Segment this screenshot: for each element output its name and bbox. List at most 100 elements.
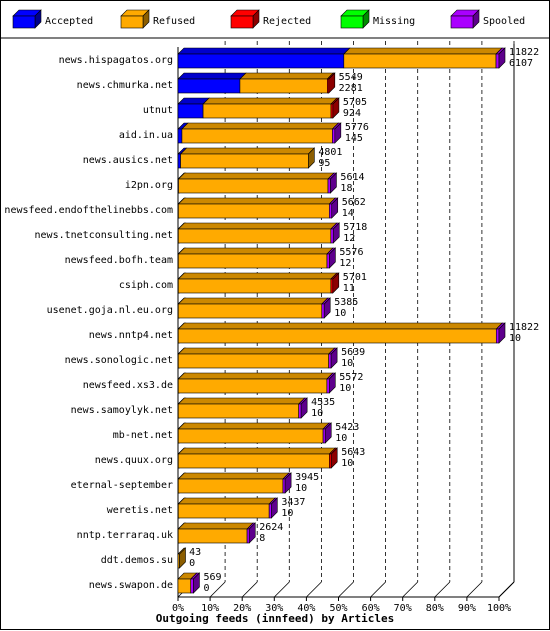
bar-top <box>177 272 338 280</box>
bar-segment-spooled <box>495 328 500 344</box>
accepted-value-label: 12 <box>339 258 351 269</box>
x-tick-label: 10% <box>201 603 219 614</box>
total-value-label: 5614 <box>340 172 364 183</box>
bar-side <box>330 347 338 369</box>
legend-swatch <box>340 15 364 29</box>
bar-segment-accepted <box>177 153 181 169</box>
bar-side <box>498 322 506 344</box>
total-value-label: 3945 <box>295 472 319 483</box>
bar-top <box>177 422 330 430</box>
x-tick-label: 0% <box>172 603 184 614</box>
bar-segment-refused <box>177 453 330 469</box>
bar-side <box>334 122 342 144</box>
total-value-label: 5643 <box>341 447 365 458</box>
bar-top <box>202 97 338 105</box>
category-label: news.samoylyk.net <box>71 405 173 416</box>
bar-side <box>329 247 336 269</box>
x-tick-label: 30% <box>265 603 283 614</box>
category-label: newsfeed.xs3.de <box>83 380 173 391</box>
bar-top <box>177 497 276 505</box>
x-tick-label: 50% <box>329 603 347 614</box>
accepted-value-label: 6107 <box>509 58 533 69</box>
bar-top <box>181 122 340 130</box>
bar-segment-spooled <box>326 378 330 394</box>
bar-side <box>331 197 339 219</box>
category-label: usenet.goja.nl.eu.org <box>47 305 173 316</box>
total-value-label: 5385 <box>334 297 358 308</box>
bar-top <box>177 322 504 330</box>
labels: news.hispagatos.org118226107news.chmurka… <box>4 47 539 594</box>
total-value-label: 5701 <box>343 272 367 283</box>
total-value-label: 5572 <box>339 372 363 383</box>
bar-segment-refused <box>177 328 497 344</box>
x-tick-label: 40% <box>297 603 315 614</box>
bar-segment-spooled <box>282 478 286 494</box>
bar-segment-refused <box>239 78 328 94</box>
bar-side <box>332 97 340 119</box>
bar-side <box>330 172 337 194</box>
total-value-label: 5423 <box>335 422 359 433</box>
grid-floor-line <box>209 581 226 598</box>
category-label: mb-net.net <box>113 430 173 441</box>
bar-segment-accepted <box>177 53 345 69</box>
bar-segment-spooled <box>246 528 250 544</box>
bar-segment-refused <box>343 53 497 69</box>
x-axis-title: Outgoing feeds (innfeed) by Articles <box>156 612 394 625</box>
bar-segment-refused <box>177 303 323 319</box>
bar-segment-refused <box>177 403 299 419</box>
bar-top <box>177 397 306 405</box>
x-tick-label: 60% <box>362 603 380 614</box>
legend: Accepted Refused Rejected Missing Spooled <box>1 9 550 39</box>
bar-segment-spooled <box>328 203 333 219</box>
bar-side <box>308 147 315 169</box>
bar-segment-refused <box>202 103 332 119</box>
grid-floor-line <box>274 581 290 598</box>
legend-swatch <box>12 15 36 29</box>
category-label: i2pn.org <box>125 180 173 191</box>
bar-top <box>343 47 503 55</box>
total-value-label: 2624 <box>259 522 283 533</box>
category-label: eternal-september <box>71 480 173 491</box>
bar-side <box>323 297 331 319</box>
x-tick-label: 80% <box>426 603 444 614</box>
total-value-label: 3437 <box>281 497 305 508</box>
total-value-label: 11822 <box>509 322 539 333</box>
category-label: newsfeed.bofh.team <box>65 255 173 266</box>
bar-top <box>239 72 335 80</box>
bar-side <box>332 222 340 244</box>
bar-side <box>330 447 338 469</box>
total-value-label: 5718 <box>343 222 367 233</box>
category-label: news.quux.org <box>95 455 173 466</box>
grid-floor-line <box>498 581 515 598</box>
bar-side <box>271 497 278 519</box>
legend-label: Spooled <box>483 16 525 27</box>
accepted-value-label: 10 <box>335 433 347 444</box>
legend-label: Refused <box>153 16 195 27</box>
total-value-label: 5639 <box>341 347 365 358</box>
accepted-value-label: 10 <box>341 358 353 369</box>
grid-floor-line <box>241 581 258 598</box>
bar-top <box>177 297 329 305</box>
bar-segment-refused <box>177 378 328 394</box>
bar-segment-refused <box>177 428 324 444</box>
category-label: news.tnetconsulting.net <box>35 230 173 241</box>
bar-side <box>193 572 200 594</box>
category-label: aid.in.ua <box>119 130 173 141</box>
accepted-value-label: 0 <box>203 583 209 594</box>
x-tick-label: 20% <box>233 603 251 614</box>
bar-segment-accepted <box>177 128 183 144</box>
grid-floor-line <box>434 581 451 598</box>
total-value-label: 4535 <box>311 397 335 408</box>
legend-label: Missing <box>373 16 415 27</box>
accepted-value-label: 145 <box>345 133 363 144</box>
category-label: ddt.demos.su <box>101 555 173 566</box>
x-tick-label: 70% <box>394 603 412 614</box>
bar-top <box>177 447 337 455</box>
bar-segment-refused <box>181 128 333 144</box>
bar-segment-refused <box>180 153 309 169</box>
bar-segment-accepted <box>177 103 204 119</box>
total-value-label: 5576 <box>339 247 363 258</box>
bar-top <box>179 147 316 155</box>
accepted-value-label: 10 <box>281 508 293 519</box>
